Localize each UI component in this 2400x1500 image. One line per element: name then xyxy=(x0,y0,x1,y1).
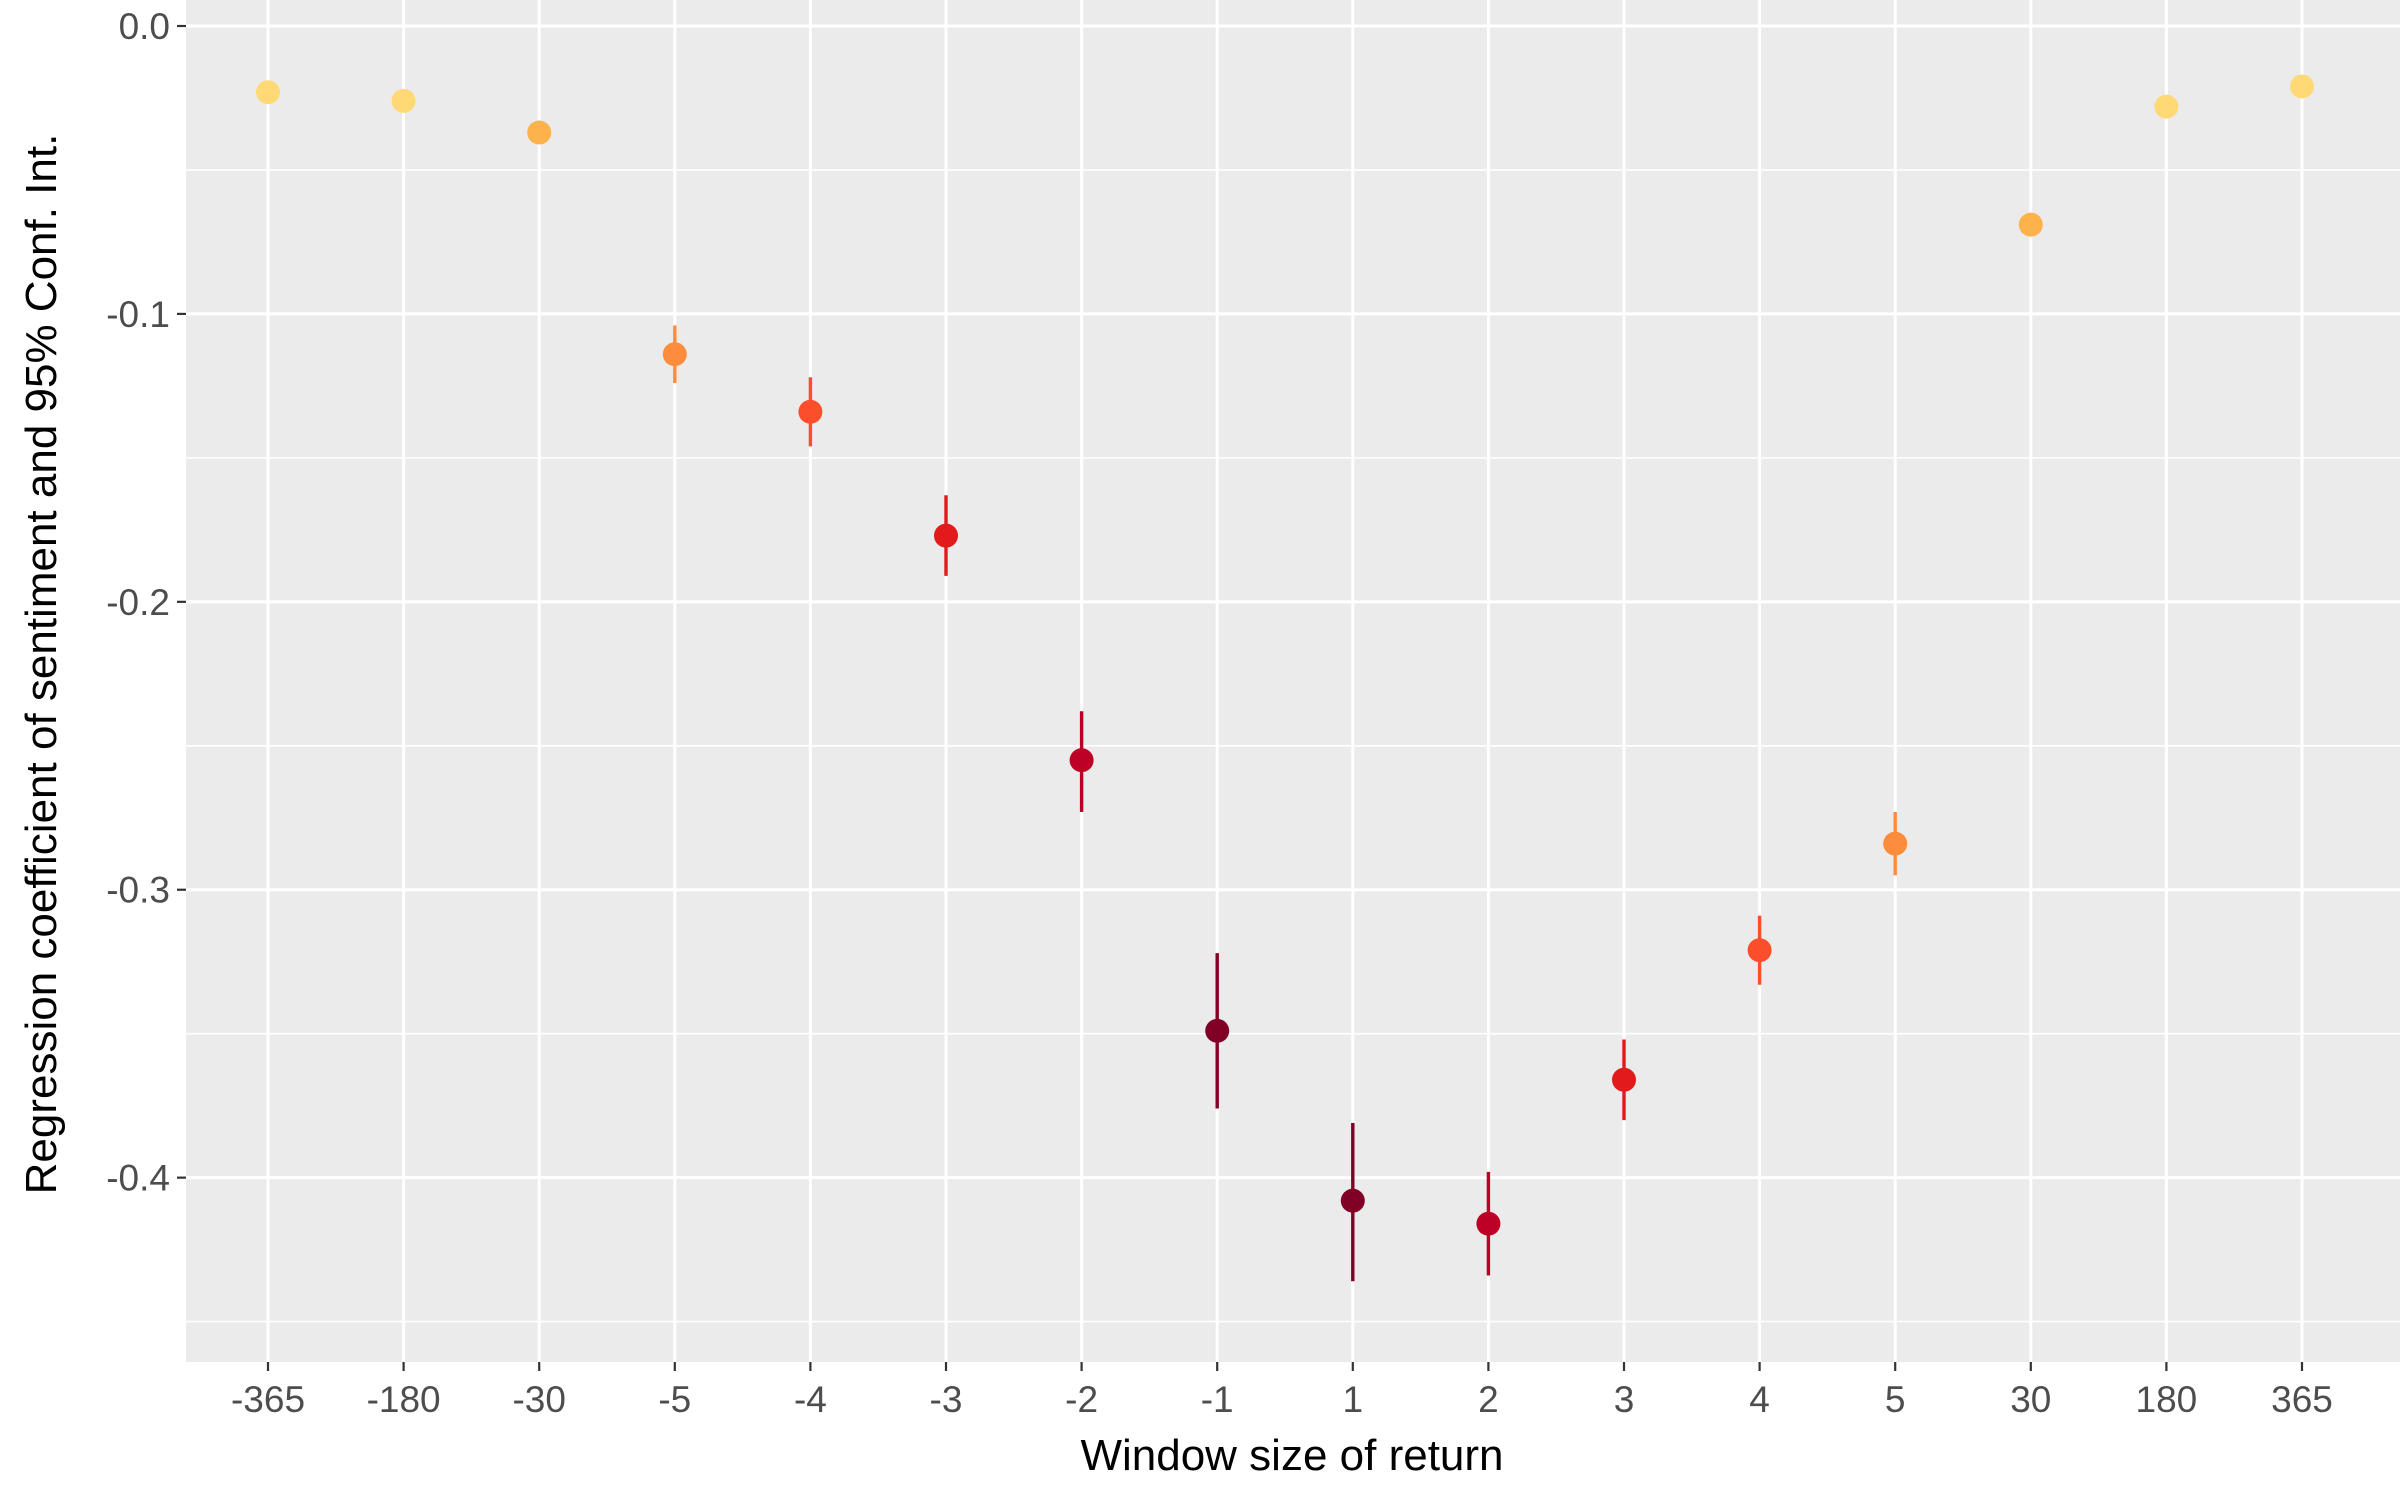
data-point xyxy=(1476,1211,1501,1236)
x-tick-label: 3 xyxy=(1614,1379,1635,1420)
x-tick-label: 2 xyxy=(1478,1379,1499,1420)
grid-lines xyxy=(186,0,2400,1362)
x-tick-label: -365 xyxy=(231,1379,305,1420)
x-tick-label: -30 xyxy=(512,1379,565,1420)
y-tick-label: -0.3 xyxy=(106,870,170,911)
x-tick-label: -2 xyxy=(1065,1379,1098,1420)
data-point xyxy=(662,342,687,367)
data-point xyxy=(798,399,823,424)
x-tick-label: 4 xyxy=(1749,1379,1770,1420)
x-tick-label: -3 xyxy=(930,1379,963,1420)
x-tick-label: 5 xyxy=(1885,1379,1906,1420)
data-point xyxy=(2154,94,2179,119)
y-tick-label: 0.0 xyxy=(119,6,170,47)
y-tick-label: -0.2 xyxy=(106,582,170,623)
data-point xyxy=(934,523,958,548)
x-tick-label: 30 xyxy=(2010,1379,2051,1420)
data-point xyxy=(1205,1018,1230,1043)
data-point xyxy=(1747,938,1772,963)
data-point xyxy=(2290,74,2314,99)
x-tick-label: -4 xyxy=(794,1379,827,1420)
y-tick-label: -0.4 xyxy=(106,1158,170,1199)
x-tick-label: 1 xyxy=(1343,1379,1364,1420)
data-point xyxy=(391,88,416,113)
data-point xyxy=(2018,212,2043,237)
data-points xyxy=(256,74,2314,1236)
y-tick-label: -0.1 xyxy=(106,294,170,335)
axis-ticks xyxy=(177,24,2304,1371)
x-tick-label: 180 xyxy=(2136,1379,2198,1420)
y-axis-title: Regression coefficient of sentiment and … xyxy=(17,134,66,1195)
x-tick-label: 365 xyxy=(2271,1379,2333,1420)
x-tick-label: -180 xyxy=(367,1379,441,1420)
data-point xyxy=(1069,748,1094,773)
x-tick-label: -5 xyxy=(658,1379,691,1420)
data-point xyxy=(256,80,280,105)
data-point xyxy=(1340,1188,1365,1213)
tick-labels: 0.0 -0.1 -0.2 -0.3 -0.4 -365 -180 -30 -5 -4 -3 -2 -1… xyxy=(106,6,2333,1420)
x-tick-label: -1 xyxy=(1201,1379,1234,1420)
plot-panel xyxy=(186,0,2400,1362)
data-point xyxy=(1612,1067,1636,1092)
data-point xyxy=(527,120,552,145)
data-point xyxy=(1883,831,1908,856)
x-axis-title: Window size of return xyxy=(1080,1431,1503,1480)
